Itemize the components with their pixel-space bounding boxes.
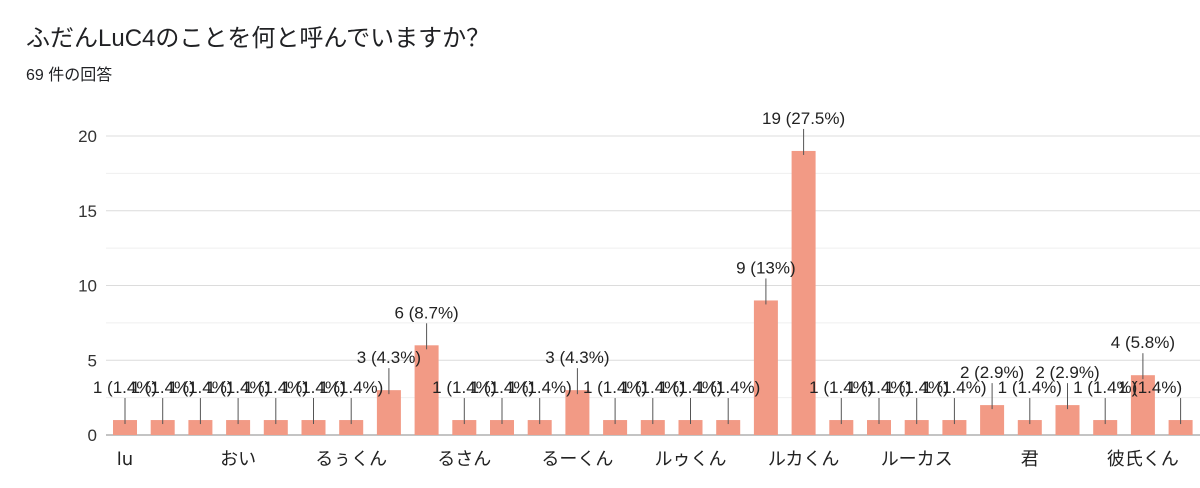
bar xyxy=(263,420,288,435)
bar xyxy=(829,420,854,435)
category-label: lu xyxy=(117,449,133,470)
bar xyxy=(640,420,665,435)
data-label: 1 (1.4%) xyxy=(658,378,722,397)
category-label: ルゥくん xyxy=(655,449,727,470)
data-label: 1 (1.4%) xyxy=(319,378,383,397)
data-label: 1 (1.4%) xyxy=(244,378,308,397)
data-labels: 1 (1.4%)1 (1.4%)1 (1.4%)1 (1.4%)1 (1.4%)… xyxy=(93,109,1182,425)
data-label: 1 (1.4%) xyxy=(168,378,232,397)
data-label: 6 (8.7%) xyxy=(394,303,458,322)
category-label: 君 xyxy=(1021,449,1039,470)
x-axis-labels: lu おい るぅくん るさん るーくん ルゥくん ルカくん ルーカス 君 彼氏くん xyxy=(117,449,1179,470)
category-label: るさん xyxy=(437,449,491,470)
bar xyxy=(376,390,401,435)
data-label: 1 (1.4%) xyxy=(998,378,1062,397)
bar xyxy=(452,420,477,435)
data-label: 1 (1.4%) xyxy=(885,378,949,397)
category-label: ルカくん xyxy=(768,449,839,470)
category-label: るーくん xyxy=(541,449,613,470)
bars xyxy=(113,150,1193,435)
bar xyxy=(1130,375,1155,435)
bar xyxy=(414,345,439,435)
data-label: 1 (1.4%) xyxy=(281,378,345,397)
data-label: 1 (1.4%) xyxy=(508,378,572,397)
data-label: 2 (2.9%) xyxy=(960,363,1024,382)
bar xyxy=(339,420,364,435)
data-label: 4 (5.8%) xyxy=(1111,333,1175,352)
data-label: 1 (1.4%) xyxy=(583,378,647,397)
data-label: 1 (1.4%) xyxy=(847,378,911,397)
y-tick-label: 15 xyxy=(78,202,97,221)
bar xyxy=(980,405,1005,435)
data-label: 1 (1.4%) xyxy=(131,378,195,397)
bar xyxy=(1017,420,1042,435)
data-label: 3 (4.3%) xyxy=(357,348,421,367)
chart-title: ふだんLuC4のことを何と呼んでいますか？ xyxy=(26,25,491,52)
data-label: 1 (1.4%) xyxy=(809,378,873,397)
bar xyxy=(226,420,251,435)
bar xyxy=(904,420,929,435)
data-label: 1 (1.4%) xyxy=(1073,378,1137,397)
y-tick-label: 5 xyxy=(88,351,97,370)
y-tick-label: 10 xyxy=(78,277,97,296)
category-label: ルーカス xyxy=(881,449,953,470)
data-label: 19 (27.5%) xyxy=(762,109,845,128)
bar xyxy=(942,420,967,435)
bar xyxy=(527,420,552,435)
data-label: 1 (1.4%) xyxy=(206,378,270,397)
response-count: 69 件の回答 xyxy=(26,67,113,84)
bar xyxy=(791,150,816,435)
data-label: 1 (1.4%) xyxy=(922,378,986,397)
bar xyxy=(753,300,778,435)
y-tick-label: 0 xyxy=(88,426,97,445)
data-label: 1 (1.4%) xyxy=(93,378,157,397)
bar xyxy=(1093,420,1118,435)
data-label: 1 (1.4%) xyxy=(432,378,496,397)
bar xyxy=(565,390,590,435)
y-axis-ticks: 0 5 10 15 20 xyxy=(78,127,97,445)
bar xyxy=(188,420,213,435)
bar xyxy=(603,420,628,435)
bar xyxy=(1168,420,1193,435)
data-label: 1 (1.4%) xyxy=(696,378,760,397)
y-tick-label: 20 xyxy=(78,127,97,146)
data-label: 1 (1.4%) xyxy=(621,378,685,397)
category-label: 彼氏くん xyxy=(1107,449,1179,470)
data-label: 1 (1.4%) xyxy=(470,378,534,397)
data-label: 9 (13%) xyxy=(736,258,796,277)
bar xyxy=(490,420,514,435)
category-label: るぅくん xyxy=(315,449,387,470)
category-label: おい xyxy=(220,449,256,470)
bar xyxy=(867,420,891,435)
data-label: 3 (4.3%) xyxy=(545,348,609,367)
bar xyxy=(678,420,703,435)
bar xyxy=(301,420,326,435)
bar xyxy=(716,420,741,435)
data-label: 2 (2.9%) xyxy=(1035,363,1099,382)
data-label: 1 (1.4%) xyxy=(1118,378,1182,397)
bar xyxy=(150,420,175,435)
bar xyxy=(113,420,137,435)
bar xyxy=(1055,405,1080,435)
